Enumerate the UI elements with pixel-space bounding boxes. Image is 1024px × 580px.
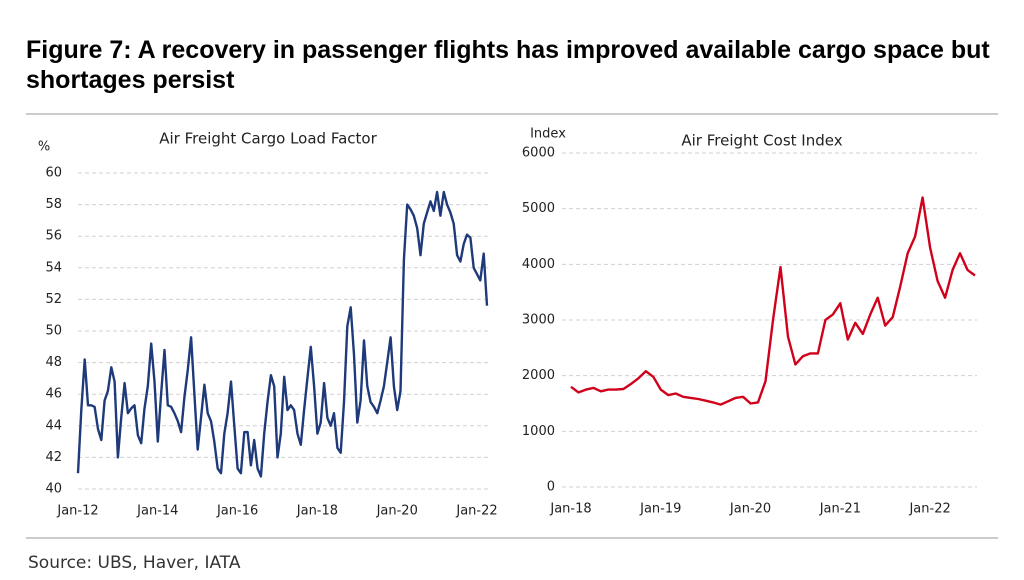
y-tick-label: 54 [45, 260, 62, 275]
y-tick-label: 58 [45, 197, 62, 212]
y-axis-label: % [38, 140, 50, 155]
x-tick-label: Jan-20 [376, 504, 418, 519]
y-tick-label: 60 [45, 166, 62, 181]
chart-title: Air Freight Cost Index [681, 132, 842, 150]
x-tick-label: Jan-19 [639, 502, 681, 517]
x-tick-label: Jan-20 [729, 502, 771, 517]
y-tick-label: 42 [45, 450, 62, 465]
y-tick-label: 1000 [522, 424, 555, 439]
x-tick-label: Jan-18 [296, 504, 338, 519]
y-tick-label: 0 [547, 480, 555, 495]
y-tick-label: 4000 [522, 257, 555, 272]
y-tick-label: 50 [45, 324, 62, 339]
y-tick-label: 52 [45, 292, 62, 307]
y-tick-label: 44 [45, 418, 62, 433]
y-tick-label: 40 [45, 482, 62, 497]
chart-title: Air Freight Cargo Load Factor [159, 130, 377, 148]
y-tick-label: 2000 [522, 368, 555, 383]
y-tick-label: 6000 [522, 146, 555, 161]
x-tick-label: Jan-22 [455, 504, 497, 519]
x-tick-label: Jan-22 [908, 502, 950, 517]
source: Source: UBS, Haver, IATA [28, 553, 241, 573]
x-tick-label: Jan-16 [216, 504, 258, 519]
x-tick-label: Jan-12 [56, 504, 98, 519]
figure-title: Figure 7: A recovery in passenger flight… [26, 36, 990, 94]
y-axis-label: Index [530, 127, 566, 142]
data-line [570, 196, 976, 406]
y-tick-label: 48 [45, 355, 62, 370]
y-tick-label: 56 [45, 229, 62, 244]
y-tick-label: 3000 [522, 313, 555, 328]
data-line [76, 190, 489, 478]
y-tick-label: 46 [45, 387, 62, 402]
x-tick-label: Jan-18 [549, 502, 591, 517]
y-tick-label: 5000 [522, 201, 555, 216]
x-tick-label: Jan-14 [136, 504, 178, 519]
x-tick-label: Jan-21 [819, 502, 861, 517]
